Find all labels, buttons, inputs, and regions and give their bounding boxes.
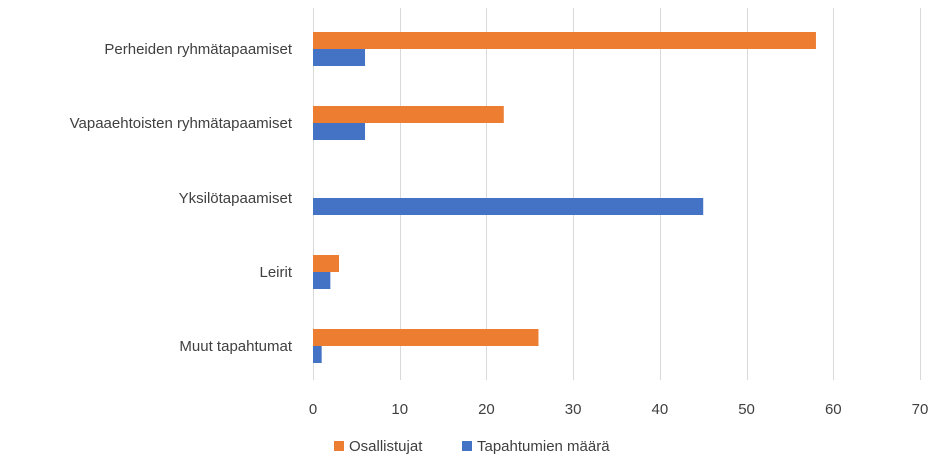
category-label: Yksilötapaamiset — [179, 190, 293, 207]
x-tick-label: 50 — [738, 401, 755, 418]
bars — [313, 32, 816, 363]
bar-tapahtumien-maara-3 — [313, 272, 331, 289]
legend-label-tapahtumien-maara: Tapahtumien määrä — [477, 438, 610, 455]
category-label: Muut tapahtumat — [179, 338, 292, 355]
bar-tapahtumien-maara-1 — [313, 123, 366, 140]
x-tick-label: 40 — [652, 401, 669, 418]
legend-label-osallistujat: Osallistujat — [349, 438, 423, 455]
gridlines — [313, 8, 921, 380]
bar-osallistujat-3 — [313, 255, 340, 272]
category-labels: Perheiden ryhmätapaamiset Vapaaehtoisten … — [70, 41, 293, 355]
x-tick-label: 20 — [478, 401, 495, 418]
legend: Osallistujat Tapahtumien määrä — [334, 438, 610, 455]
category-label: Vapaaehtoisten ryhmätapaamiset — [70, 115, 293, 132]
bar-osallistujat-1 — [313, 106, 504, 123]
x-axis-tick-labels: 0 10 20 30 40 50 60 70 — [309, 401, 929, 418]
bar-tapahtumien-maara-0 — [313, 49, 366, 66]
x-tick-label: 70 — [912, 401, 929, 418]
legend-swatch-osallistujat — [334, 441, 344, 451]
bar-tapahtumien-maara-2 — [313, 198, 704, 215]
bar-osallistujat-0 — [313, 32, 816, 49]
x-tick-label: 10 — [391, 401, 408, 418]
bar-osallistujat-4 — [313, 329, 539, 346]
x-tick-label: 30 — [565, 401, 582, 418]
category-label: Leirit — [259, 264, 292, 281]
legend-swatch-tapahtumien-maara — [462, 441, 472, 451]
x-tick-label: 0 — [309, 401, 317, 418]
bar-tapahtumien-maara-4 — [313, 346, 322, 363]
x-tick-label: 60 — [825, 401, 842, 418]
category-label: Perheiden ryhmätapaamiset — [104, 41, 292, 58]
